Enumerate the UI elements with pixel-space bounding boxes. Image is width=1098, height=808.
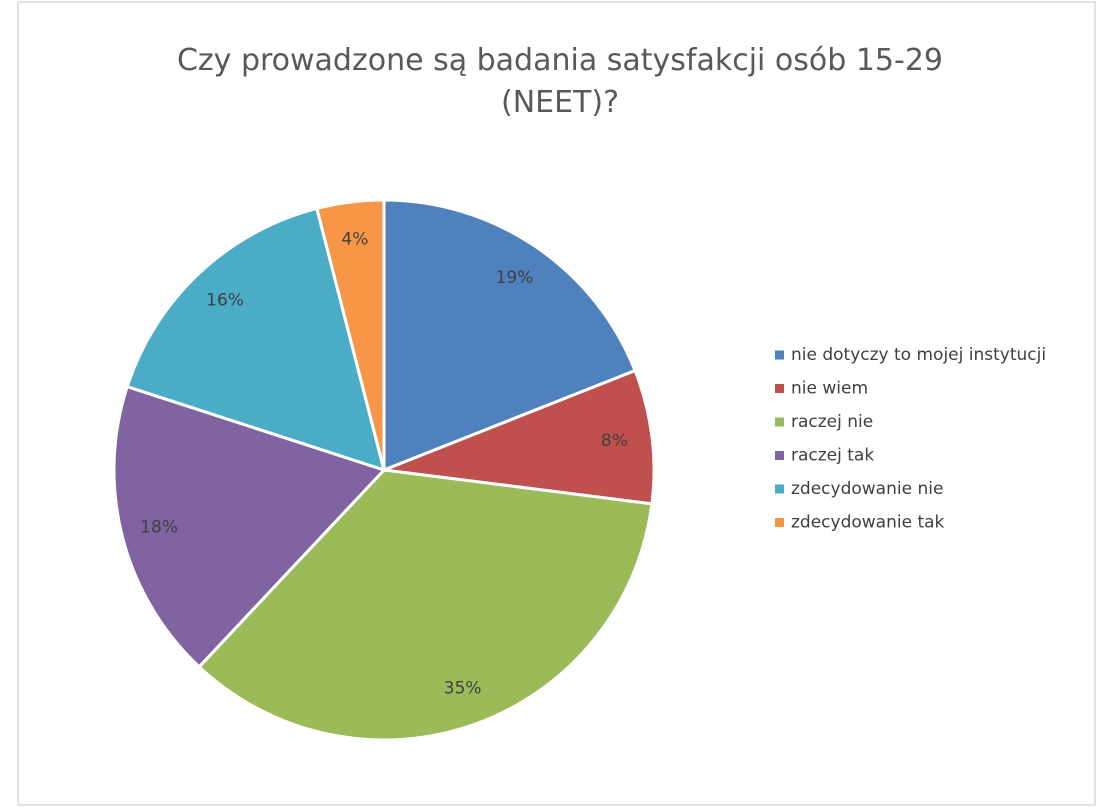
pie-slice — [125, 206, 387, 473]
pie-slice — [382, 198, 637, 473]
legend-swatch — [775, 518, 784, 527]
legend-label: raczej tak — [791, 446, 874, 466]
legend-swatch — [775, 384, 784, 393]
data-label: 18% — [140, 518, 178, 538]
legend-label: zdecydowanie nie — [791, 479, 943, 499]
chart-title: Czy prowadzone są badania satysfakcji os… — [176, 43, 944, 120]
data-label: 35% — [444, 678, 482, 698]
data-label: 4% — [341, 230, 368, 250]
legend-label: zdecydowanie tak — [791, 513, 945, 533]
legend-swatch — [775, 417, 784, 427]
legend-label: raczej nie — [791, 412, 873, 432]
data-label: 8% — [601, 431, 628, 451]
legend-swatch — [775, 484, 784, 494]
data-label: 16% — [206, 291, 244, 311]
legend-swatch — [775, 451, 784, 460]
legend-label: nie wiem — [791, 379, 868, 399]
legend-label: nie dotyczy to mojej instytucji — [791, 345, 1046, 365]
legend-swatch — [775, 350, 784, 360]
pie-slice — [197, 468, 654, 742]
pie-slice — [315, 198, 386, 471]
data-label: 19% — [496, 268, 534, 288]
pie-slice — [383, 368, 656, 506]
pie-slice — [112, 384, 387, 669]
